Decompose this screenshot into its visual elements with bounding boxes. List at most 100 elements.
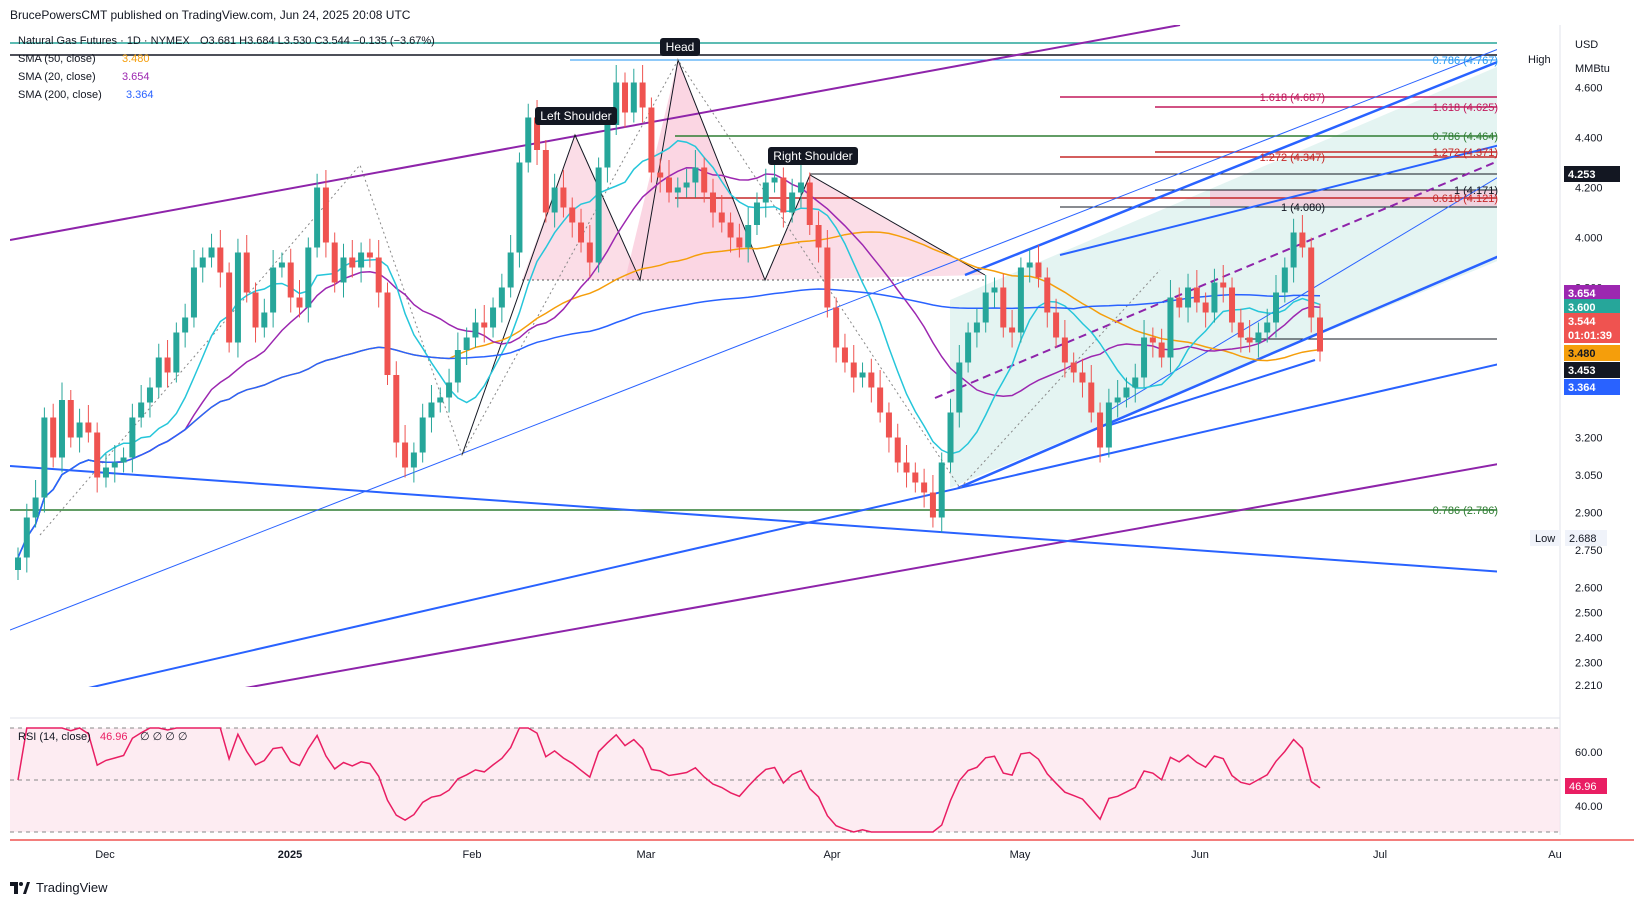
candle-body bbox=[111, 462, 118, 468]
candle-body bbox=[1097, 412, 1104, 448]
candle-body bbox=[613, 82, 620, 125]
axis-tick: 2.750 bbox=[1575, 545, 1603, 557]
candle-body bbox=[1044, 277, 1051, 313]
candle-body bbox=[753, 202, 760, 225]
candle-body bbox=[780, 177, 787, 213]
fib-label: 0.618 (4.121) bbox=[1433, 193, 1498, 205]
blue-long-support bbox=[88, 363, 1497, 687]
svg-text:Head: Head bbox=[666, 40, 695, 54]
channel-upper bbox=[964, 60, 1497, 277]
axis-tick: 4.600 bbox=[1575, 83, 1603, 95]
candle-body bbox=[1308, 247, 1315, 318]
candle-body bbox=[67, 400, 74, 438]
rsi-tick-60: 60.00 bbox=[1575, 747, 1603, 759]
candle-body bbox=[138, 402, 145, 418]
candle-body bbox=[1105, 402, 1112, 448]
legend-sma200-value: 3.364 bbox=[126, 89, 154, 101]
publisher-line: BrucePowersCMT published on TradingView.… bbox=[10, 8, 411, 22]
candle-body bbox=[1149, 337, 1156, 343]
price-tag: 3.600 bbox=[1564, 299, 1620, 315]
axis-tick: 2.210 bbox=[1575, 680, 1603, 692]
candle-body bbox=[1141, 337, 1148, 378]
channel-mid-upper bbox=[1059, 144, 1497, 256]
candle-body bbox=[560, 187, 567, 208]
candle-body bbox=[358, 252, 365, 268]
price-tag: 3.453 bbox=[1564, 362, 1620, 378]
candle-body bbox=[789, 192, 796, 213]
candle-body bbox=[164, 357, 171, 373]
x-axis-label: Mar bbox=[637, 849, 656, 861]
candle-body bbox=[1114, 397, 1121, 403]
x-axis-label: Jun bbox=[1191, 849, 1209, 861]
candle-body bbox=[1009, 327, 1016, 333]
candle-body bbox=[912, 472, 919, 483]
candle-body bbox=[534, 117, 541, 150]
candle-body bbox=[1123, 387, 1130, 398]
fib-label: 0.786 (4.767) bbox=[1433, 55, 1498, 67]
candle-body bbox=[1255, 332, 1262, 343]
candle-body bbox=[498, 287, 505, 308]
candle-body bbox=[322, 187, 329, 243]
candle-body bbox=[956, 362, 963, 413]
candle-body bbox=[366, 252, 373, 258]
svg-text:4.253: 4.253 bbox=[1568, 169, 1596, 181]
candle-body bbox=[859, 372, 866, 378]
candle-body bbox=[287, 262, 294, 298]
x-axis-label: Au bbox=[1548, 849, 1561, 861]
candle-body bbox=[15, 557, 21, 570]
fib-label: 1 (4.080) bbox=[1281, 202, 1325, 214]
candle-body bbox=[692, 167, 699, 183]
high-label: High bbox=[1528, 54, 1551, 66]
legend-ohlc: O3.681 H3.684 L3.530 C3.544 −0.135 (−3.6… bbox=[200, 35, 435, 47]
price-tag: 4.253 bbox=[1564, 166, 1620, 182]
price-tag: 3.654 bbox=[1564, 285, 1620, 301]
candle-body bbox=[973, 322, 980, 333]
candle-body bbox=[331, 242, 338, 283]
candle-body bbox=[305, 247, 312, 308]
candle-body bbox=[525, 117, 532, 163]
legend-sma50-label: SMA (50, close) bbox=[18, 53, 96, 65]
candle-body bbox=[463, 337, 470, 350]
candle-body bbox=[226, 272, 233, 343]
candle-body bbox=[1167, 297, 1174, 358]
candle-body bbox=[490, 307, 497, 328]
candle-body bbox=[234, 252, 241, 343]
candle-body bbox=[877, 387, 884, 413]
candle-body bbox=[929, 492, 936, 518]
svg-text:3.480: 3.480 bbox=[1568, 348, 1596, 360]
candle-body bbox=[657, 172, 664, 178]
price-tag: 3.544 bbox=[1564, 313, 1620, 329]
candle-body bbox=[1053, 312, 1060, 338]
rsi-line bbox=[17, 727, 1321, 833]
left-shoulder-label: Left Shoulder bbox=[535, 107, 617, 125]
rsi-value: 46.96 bbox=[100, 731, 128, 743]
candle-body bbox=[85, 422, 92, 433]
left-shoulder-shade bbox=[522, 135, 640, 280]
candle-body bbox=[146, 387, 153, 403]
candle-body bbox=[155, 357, 162, 388]
candle-body bbox=[94, 432, 101, 478]
candle-body bbox=[270, 267, 277, 313]
candle-body bbox=[243, 252, 250, 293]
channel-thin-inner bbox=[1109, 177, 1497, 411]
candle-body bbox=[1088, 382, 1095, 413]
candle-body bbox=[674, 187, 681, 193]
fib-label: 0.786 (2.786) bbox=[1433, 505, 1498, 517]
candle-body bbox=[349, 257, 356, 268]
footer: TradingView bbox=[10, 880, 108, 895]
candle-body bbox=[1079, 372, 1086, 383]
candle-body bbox=[50, 417, 57, 458]
candle-body bbox=[1229, 287, 1236, 323]
candle-body bbox=[683, 182, 690, 188]
candle-body bbox=[410, 452, 417, 468]
candle-body bbox=[102, 467, 109, 478]
svg-text:Low: Low bbox=[1535, 533, 1555, 545]
rsi-label: RSI (14, close) bbox=[18, 731, 91, 743]
candle-body bbox=[1158, 342, 1165, 358]
candle-body bbox=[1132, 377, 1139, 388]
candle-body bbox=[595, 167, 602, 263]
candle-body bbox=[841, 347, 848, 363]
candle-body bbox=[604, 125, 611, 168]
purple-dashed bbox=[934, 160, 1497, 399]
fib-label: 1 (4.171) bbox=[1454, 185, 1498, 197]
